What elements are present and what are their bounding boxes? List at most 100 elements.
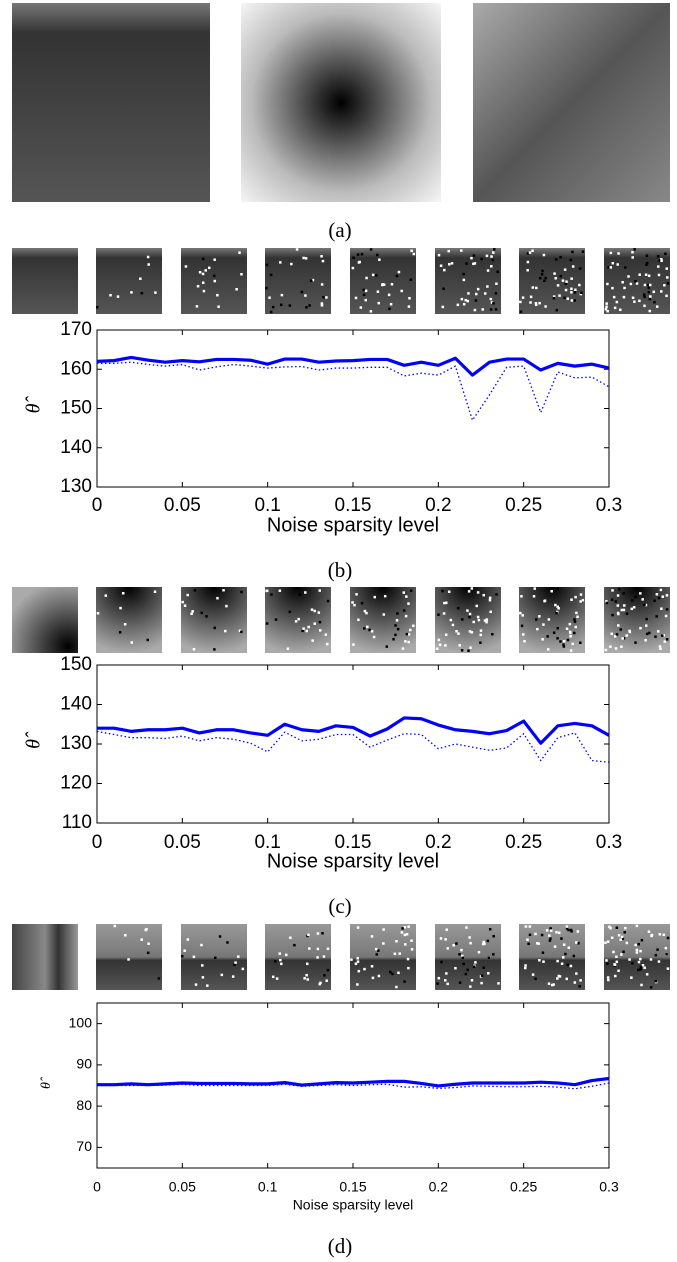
noise-dot bbox=[489, 610, 492, 614]
noise-dot bbox=[407, 966, 410, 970]
noise-dot bbox=[407, 925, 410, 928]
noise-dot bbox=[641, 964, 645, 967]
noise-dot bbox=[541, 951, 545, 954]
noise-dot bbox=[565, 925, 569, 928]
noise-dot bbox=[634, 595, 637, 599]
noise-dot bbox=[352, 643, 355, 646]
noise-dot bbox=[620, 935, 624, 939]
noise-dot bbox=[605, 600, 608, 603]
noise-dot bbox=[492, 953, 495, 956]
noise-dot bbox=[544, 276, 547, 280]
noise-dot bbox=[538, 615, 541, 618]
noise-dot bbox=[645, 973, 649, 976]
noise-dot bbox=[407, 602, 410, 605]
noise-dot bbox=[130, 291, 133, 294]
noise-dot bbox=[310, 608, 314, 611]
noise-dot bbox=[630, 976, 633, 979]
noise-dot bbox=[658, 933, 662, 936]
noise-dot bbox=[201, 976, 205, 979]
noise-dot bbox=[497, 982, 500, 985]
noise-dot bbox=[139, 277, 142, 280]
y-tick-label: 160 bbox=[60, 358, 92, 379]
noise-dot bbox=[443, 601, 446, 605]
noise-dot bbox=[233, 963, 236, 966]
noise-dot bbox=[653, 599, 656, 602]
noise-dot bbox=[558, 931, 561, 935]
noise-dot bbox=[648, 309, 651, 313]
noise-dot bbox=[295, 248, 299, 251]
noise-dot bbox=[545, 929, 549, 932]
noise-dot bbox=[154, 291, 157, 294]
noise-dot bbox=[660, 607, 663, 610]
noise-dot bbox=[368, 628, 371, 632]
noise-dot bbox=[494, 308, 498, 311]
noise-dot bbox=[637, 942, 640, 946]
noise-dot bbox=[665, 267, 669, 270]
noise-dot bbox=[304, 294, 307, 297]
noise-dot bbox=[441, 589, 444, 593]
noise-dot bbox=[224, 629, 227, 633]
noise-dot bbox=[606, 976, 610, 979]
noise-dot bbox=[664, 946, 668, 950]
noise-dot bbox=[534, 932, 537, 936]
noise-dot bbox=[549, 927, 552, 930]
y-axis-label: θ̂ bbox=[23, 731, 45, 749]
caption: (b) bbox=[328, 558, 353, 582]
noise-dot bbox=[288, 610, 292, 614]
noise-dot bbox=[216, 596, 219, 600]
noise-dot bbox=[450, 262, 454, 265]
noise-dot bbox=[654, 635, 657, 638]
noise-dot bbox=[372, 635, 376, 639]
noise-dot bbox=[528, 925, 532, 928]
noise-dot bbox=[638, 273, 641, 276]
noise-dot bbox=[455, 942, 458, 945]
noise-dot bbox=[309, 279, 313, 282]
noise-dot bbox=[657, 596, 661, 600]
noise-dot bbox=[544, 305, 547, 308]
noise-dot bbox=[524, 964, 527, 967]
noise-dot bbox=[534, 302, 538, 305]
noise-dot bbox=[308, 304, 311, 307]
noise-dot bbox=[365, 611, 368, 615]
noise-dot bbox=[574, 595, 577, 599]
noise-dot bbox=[395, 274, 399, 278]
noise-dot bbox=[613, 963, 617, 966]
noise-dot bbox=[96, 306, 99, 309]
noise-dot bbox=[648, 297, 652, 301]
noise-dot bbox=[579, 292, 583, 296]
noise-dot bbox=[656, 630, 660, 633]
noise-dot bbox=[400, 289, 403, 293]
noise-dot bbox=[556, 977, 559, 980]
noise-dot bbox=[318, 982, 322, 986]
noise-dot bbox=[265, 263, 269, 267]
noise-dot bbox=[663, 283, 666, 287]
x-axis-label: Noise sparsity level bbox=[267, 850, 439, 872]
noise-dot bbox=[617, 934, 621, 937]
noise-dot bbox=[570, 277, 573, 280]
noise-dot bbox=[403, 926, 406, 929]
noise-dot bbox=[655, 305, 659, 308]
noise-dot bbox=[297, 617, 300, 621]
noise-dot bbox=[552, 983, 555, 986]
noise-dot bbox=[468, 936, 471, 939]
noise-dot bbox=[462, 302, 466, 306]
noise-dot bbox=[181, 600, 184, 604]
noise-dot bbox=[153, 590, 157, 593]
thumbnail bbox=[265, 924, 331, 990]
noise-dot bbox=[482, 593, 486, 597]
noise-dot bbox=[489, 308, 493, 311]
noise-dot bbox=[666, 276, 669, 279]
noise-dot bbox=[555, 611, 558, 615]
noise-dot bbox=[576, 930, 580, 933]
thumbnail bbox=[12, 248, 78, 314]
noise-dot bbox=[147, 942, 150, 945]
noise-dot bbox=[570, 287, 573, 291]
noise-dot bbox=[279, 958, 282, 962]
noise-dot bbox=[370, 935, 374, 938]
noise-dot bbox=[437, 638, 441, 642]
noise-dot bbox=[470, 587, 474, 590]
noise-dot bbox=[573, 620, 577, 623]
noise-dot bbox=[460, 249, 463, 252]
noise-dot bbox=[660, 259, 663, 262]
noise-dot bbox=[609, 266, 613, 269]
